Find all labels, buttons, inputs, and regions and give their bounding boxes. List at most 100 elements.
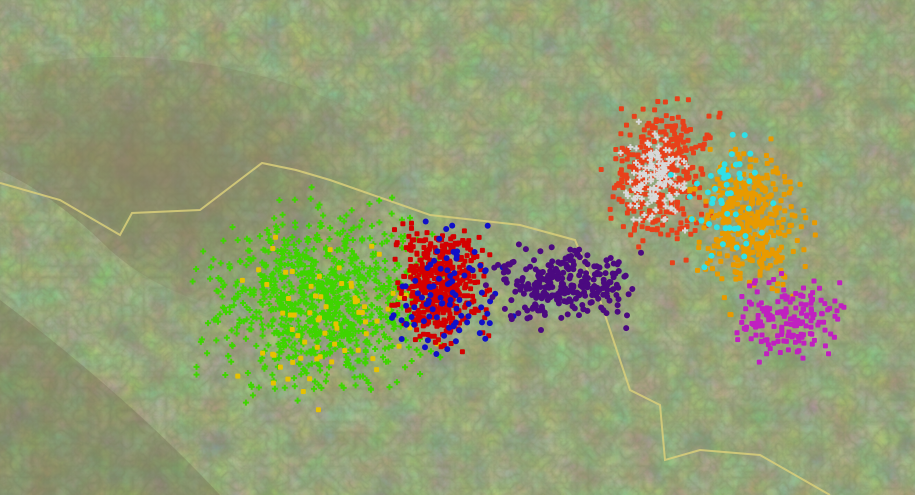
point [735,257,741,263]
point [674,203,680,209]
point [383,238,390,245]
point [692,186,698,192]
point [333,321,339,327]
point [309,272,316,279]
point [305,362,312,369]
point [725,230,730,236]
point [589,292,596,299]
point [308,184,315,191]
point [748,336,754,342]
point [582,292,589,299]
point [391,323,398,330]
point [353,342,360,349]
point [443,318,449,324]
point [675,114,681,120]
point [786,329,792,335]
point [721,295,727,301]
point [339,299,346,306]
point [703,202,709,208]
point [316,285,323,292]
point [744,194,750,200]
point [688,231,694,237]
point [610,194,616,200]
point [217,260,224,267]
point [397,294,403,300]
point [631,208,637,214]
point [663,113,669,119]
point [514,278,521,285]
point [716,244,722,250]
point [432,267,438,273]
point [743,240,750,247]
point [788,222,794,228]
point [340,313,347,320]
point [376,219,383,226]
point [355,277,362,284]
point [676,146,682,152]
point [624,193,631,199]
point [629,286,636,292]
point [711,243,717,249]
point [640,134,646,140]
point [735,151,741,157]
point [568,285,575,292]
point [331,255,338,262]
point [655,99,661,104]
point [452,338,459,345]
point [424,230,430,236]
point [225,353,232,360]
point [369,243,375,249]
point [821,319,827,325]
point [298,348,305,355]
point [376,251,382,257]
point [378,311,385,317]
point [240,300,246,306]
point [747,150,754,157]
point [250,291,257,298]
point [798,301,804,307]
point [291,312,297,318]
point [727,190,734,197]
point [549,284,556,290]
point [409,225,414,231]
point [548,263,554,270]
point [429,306,436,313]
point [449,222,456,229]
point [462,258,468,264]
point [694,180,700,187]
point [352,382,359,389]
point [261,295,268,302]
point [366,322,373,328]
point [817,285,822,291]
point [659,171,666,178]
point [653,207,660,214]
point [568,253,575,259]
point [334,295,341,302]
point [524,282,531,289]
point [440,310,446,316]
point [654,186,661,193]
point [482,335,489,342]
point [641,149,647,155]
point [306,327,313,334]
point [636,163,643,170]
point [484,222,491,229]
point [804,312,810,318]
point [291,383,298,390]
point [345,356,351,363]
point [291,375,298,382]
point [316,273,322,279]
point [717,110,723,116]
point [415,283,421,289]
point [531,257,537,264]
point [782,208,788,214]
point [803,215,809,221]
point [613,292,620,298]
point [652,196,659,203]
point [316,223,323,230]
point [707,172,714,179]
point [347,346,354,353]
point [237,258,244,264]
point [669,116,675,121]
point [714,213,720,219]
